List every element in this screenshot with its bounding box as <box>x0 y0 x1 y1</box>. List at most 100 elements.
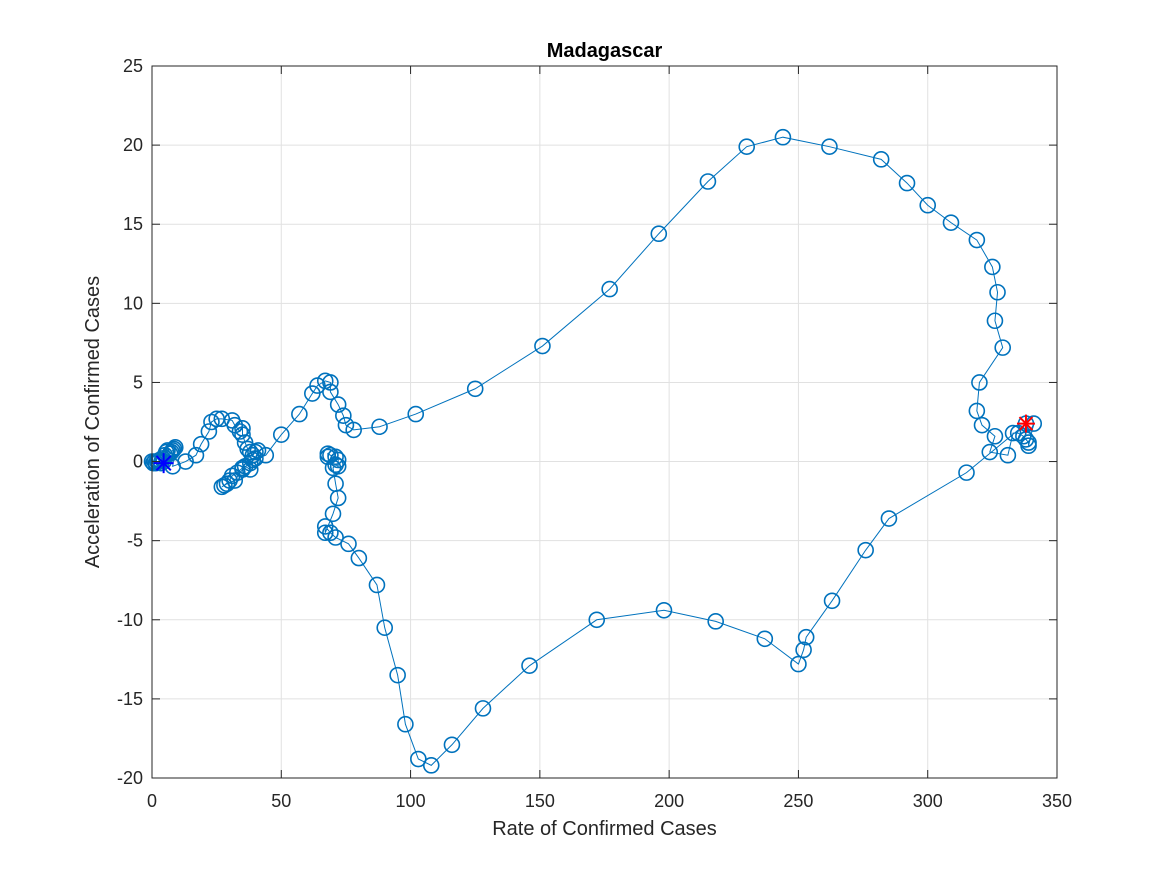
data-point <box>1004 424 1022 442</box>
data-point <box>601 280 618 298</box>
data-point <box>655 601 673 619</box>
data-point <box>164 442 181 459</box>
data-point <box>823 592 841 610</box>
data-point <box>790 655 807 673</box>
data-point <box>968 402 986 420</box>
y-tick-label: 10 <box>123 293 143 313</box>
tick-layer: 0 50 100 150 200 250 300 350 -20 -15 -10 -5 0 5 10 15 20… <box>117 56 1072 811</box>
x-tick-label: 250 <box>783 791 813 811</box>
data-point <box>335 407 352 424</box>
end-marker <box>1016 414 1035 433</box>
data-point <box>999 446 1017 464</box>
data-point <box>971 374 988 391</box>
data-point <box>316 518 334 535</box>
data-point <box>368 576 386 594</box>
data-point <box>397 715 414 733</box>
data-point <box>231 423 249 440</box>
data-point <box>443 736 461 754</box>
y-tick-label: 20 <box>123 135 143 155</box>
data-point <box>324 505 342 523</box>
data-point <box>1020 437 1037 455</box>
start-marker <box>153 453 174 474</box>
x-tick-label: 200 <box>654 791 684 811</box>
y-tick-label: -10 <box>117 610 143 630</box>
x-tick-label: 350 <box>1042 791 1072 811</box>
data-point <box>774 128 792 146</box>
data-point <box>371 418 388 436</box>
data-point <box>319 448 337 466</box>
y-tick-label: 25 <box>123 56 143 76</box>
data-point <box>986 427 1004 445</box>
y-tick-label: -5 <box>127 531 143 551</box>
data-point <box>973 416 991 434</box>
x-axis-label: Rate of Confirmed Cases <box>492 818 717 840</box>
data-point <box>707 613 724 630</box>
data-point <box>226 472 244 489</box>
axes-box <box>151 65 1058 779</box>
data-point <box>376 619 394 636</box>
data-point <box>588 611 606 629</box>
x-tick-label: 150 <box>525 791 555 811</box>
data-point <box>234 426 251 443</box>
data-point <box>738 138 756 155</box>
data-point <box>857 541 874 559</box>
data-point <box>756 630 774 648</box>
x-tick-label: 300 <box>913 791 943 811</box>
data-point <box>329 396 347 413</box>
data-point <box>699 173 717 190</box>
data-point <box>327 475 344 493</box>
data-point <box>322 374 339 391</box>
axes-frame <box>151 65 1058 779</box>
data-point <box>213 410 231 428</box>
data-point <box>291 405 308 423</box>
data-point <box>322 446 339 464</box>
data-point <box>165 440 183 458</box>
data-point <box>247 443 264 461</box>
data-point <box>345 421 362 439</box>
data-point <box>650 225 668 243</box>
data-point <box>272 426 290 443</box>
y-tick-label: -20 <box>117 768 143 788</box>
data-point <box>327 529 344 546</box>
data-point <box>981 443 999 461</box>
data-point <box>872 151 890 168</box>
data-point <box>795 641 812 659</box>
y-tick-label: -15 <box>117 689 143 709</box>
data-point <box>898 174 916 192</box>
data-point <box>968 231 986 249</box>
grid-lines <box>152 66 1057 778</box>
x-tick-label: 100 <box>396 791 426 811</box>
data-point <box>166 439 184 456</box>
data-point <box>316 524 334 542</box>
series-layer <box>143 128 1043 774</box>
data-point <box>200 423 218 440</box>
data-point <box>234 461 251 478</box>
y-axis-label: Acceleration of Confirmed Cases <box>82 276 104 568</box>
data-point <box>340 535 357 553</box>
data-point <box>989 283 1006 301</box>
data-point <box>986 312 1004 330</box>
plot-area <box>152 66 1057 778</box>
data-point <box>474 700 492 717</box>
data-point <box>257 446 275 464</box>
y-tick-label: 5 <box>133 372 143 392</box>
data-point <box>192 435 210 453</box>
data-point <box>994 339 1012 356</box>
data-point <box>422 757 440 774</box>
y-tick-label: 0 <box>133 452 143 472</box>
data-point <box>216 476 233 494</box>
y-tick-label: 15 <box>123 214 143 234</box>
data-point <box>329 458 347 475</box>
data-point <box>218 475 236 493</box>
data-point <box>919 196 937 214</box>
data-point <box>942 214 960 231</box>
series-line <box>151 136 1035 766</box>
data-point <box>322 383 339 401</box>
data-point <box>880 510 898 527</box>
data-point <box>521 657 538 674</box>
chart-title: Madagascar <box>547 40 663 62</box>
data-point <box>247 450 264 467</box>
data-point <box>389 666 406 684</box>
data-point <box>797 628 815 646</box>
